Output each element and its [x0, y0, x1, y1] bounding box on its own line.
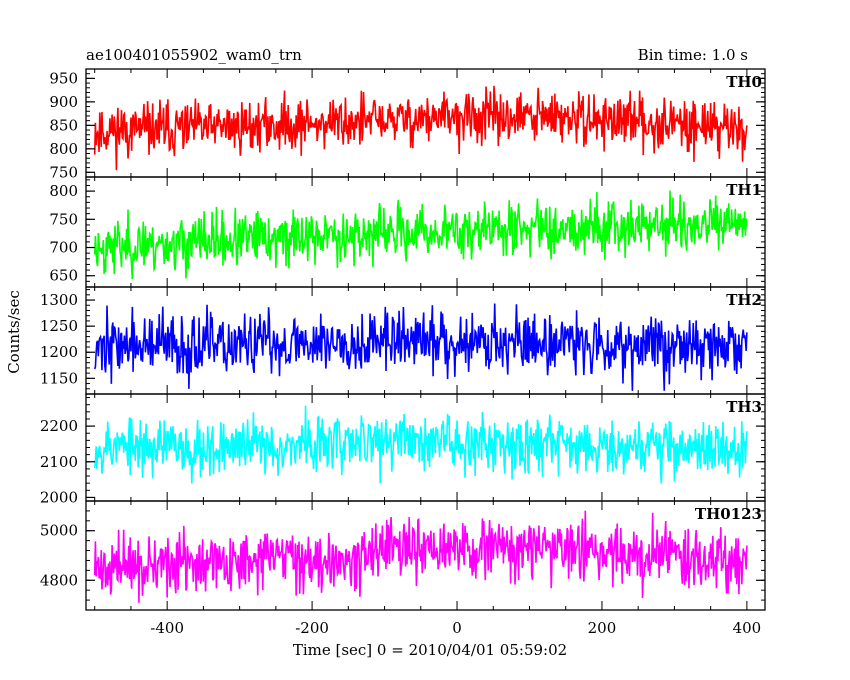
y-tick-label: 900 — [49, 93, 78, 111]
y-axis-label: Counts/sec — [5, 290, 23, 374]
y-tick-label: 1150 — [40, 369, 78, 387]
y-tick-label: 800 — [49, 140, 78, 158]
x-tick-label: -400 — [150, 619, 184, 637]
panel-th1: 650 700 750 800 TH1 — [49, 176, 766, 288]
y-tick-label: 800 — [49, 182, 78, 200]
series-line-th3 — [93, 405, 748, 484]
panel-th3: 2000 2100 2200 TH3 — [40, 393, 766, 506]
bin-time-label: Bin time: 1.0 s — [638, 46, 748, 64]
x-tick-label: 0 — [452, 619, 462, 637]
x-tick-label: -200 — [295, 619, 329, 637]
panel-th0: 750 800 850 900 950 TH0 — [49, 68, 766, 181]
y-tick-label: 1250 — [40, 317, 78, 335]
y-tick-label: 850 — [49, 116, 78, 134]
panel-th2: 1150 1200 1250 1300 TH2 — [40, 286, 766, 395]
panel-label: TH2 — [726, 291, 762, 309]
panel-frame — [85, 500, 766, 611]
y-tick-label: 4800 — [40, 571, 78, 589]
x-tick-label: 400 — [733, 619, 762, 637]
x-axis-label: Time [sec] 0 = 2010/04/01 05:59:02 — [293, 641, 567, 659]
series-line-th2 — [93, 303, 748, 391]
panel-label: TH0 — [726, 73, 762, 91]
chart-title: ae100401055902_wam0_trn — [86, 46, 302, 64]
y-tick-label: 2200 — [40, 417, 78, 435]
y-tick-label: 950 — [49, 69, 78, 87]
y-tick-label: 650 — [49, 267, 78, 285]
y-tick-label: 1300 — [40, 291, 78, 309]
y-tick-label: 750 — [49, 163, 78, 181]
panel-label: TH0123 — [695, 505, 762, 523]
y-tick-label: 2000 — [40, 488, 78, 506]
y-tick-label: 700 — [49, 239, 78, 257]
panel-label: TH3 — [726, 398, 762, 416]
series-line-th0 — [93, 85, 748, 171]
series-line-th1 — [93, 190, 748, 280]
y-tick-label: 1200 — [40, 343, 78, 361]
y-tick-label: 2100 — [40, 453, 78, 471]
x-tick-label: 200 — [588, 619, 617, 637]
panel-th0123: 4800 5000 TH0123 — [40, 500, 766, 611]
series-line-th0123 — [93, 510, 748, 603]
y-tick-label: 5000 — [40, 522, 78, 540]
panel-label: TH1 — [726, 181, 762, 199]
y-tick-label: 750 — [49, 210, 78, 228]
